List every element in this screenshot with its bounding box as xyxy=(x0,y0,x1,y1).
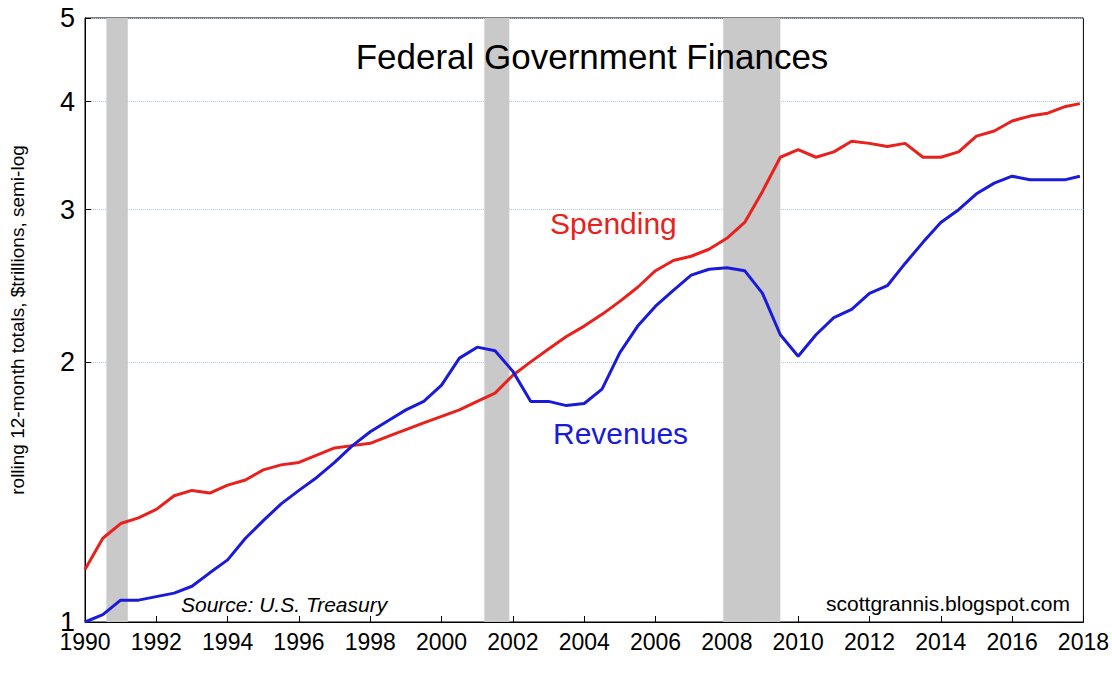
svg-text:Source: U.S. Treasury: Source: U.S. Treasury xyxy=(181,593,389,616)
svg-text:2002: 2002 xyxy=(487,629,538,655)
svg-text:2006: 2006 xyxy=(630,629,681,655)
svg-text:2016: 2016 xyxy=(987,629,1038,655)
svg-text:2008: 2008 xyxy=(701,629,752,655)
svg-text:1994: 1994 xyxy=(202,629,253,655)
svg-text:1: 1 xyxy=(60,607,75,637)
svg-text:2012: 2012 xyxy=(844,629,895,655)
svg-text:Revenues: Revenues xyxy=(553,417,688,450)
svg-text:1990: 1990 xyxy=(59,629,110,655)
svg-text:Spending: Spending xyxy=(550,207,677,240)
svg-text:2000: 2000 xyxy=(416,629,467,655)
svg-text:5: 5 xyxy=(60,3,75,33)
svg-text:Federal Government Finances: Federal Government Finances xyxy=(356,37,829,76)
svg-text:2014: 2014 xyxy=(915,629,966,655)
svg-text:2010: 2010 xyxy=(773,629,824,655)
svg-text:2: 2 xyxy=(60,347,75,377)
svg-text:2018: 2018 xyxy=(1058,629,1109,655)
svg-text:1998: 1998 xyxy=(345,629,396,655)
svg-text:1996: 1996 xyxy=(273,629,324,655)
svg-text:scottgrannis.blogspot.com: scottgrannis.blogspot.com xyxy=(826,592,1070,615)
svg-text:2004: 2004 xyxy=(559,629,610,655)
svg-text:3: 3 xyxy=(60,195,75,225)
svg-text:1992: 1992 xyxy=(131,629,182,655)
svg-text:rolling 12-month totals, $tril: rolling 12-month totals, $trillions, sem… xyxy=(7,145,28,495)
svg-text:4: 4 xyxy=(60,87,75,117)
